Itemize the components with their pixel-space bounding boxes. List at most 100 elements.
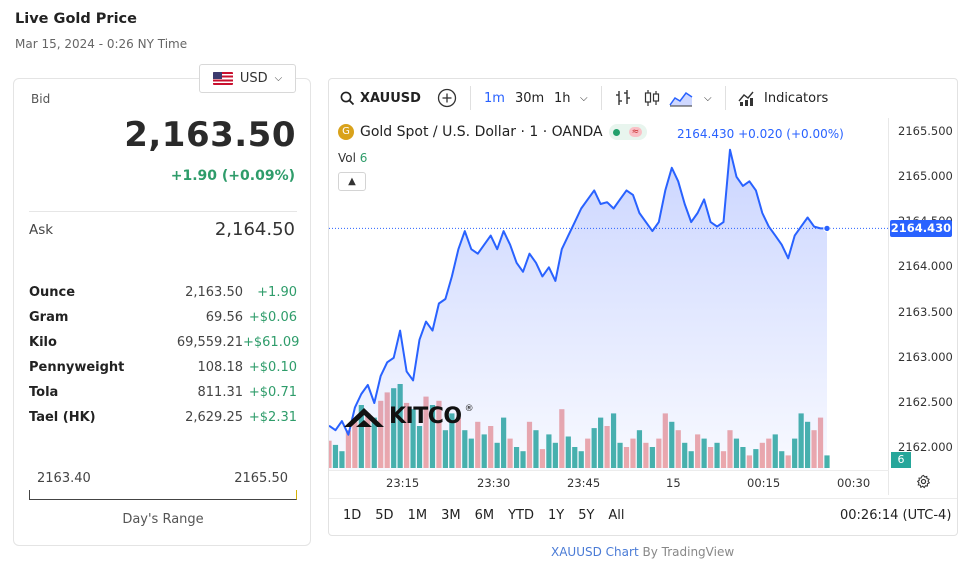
- interval-1h[interactable]: 1h: [554, 90, 571, 106]
- range-selector: 1D 5D 1M 3M 6M YTD 1Y 5Y All: [343, 508, 625, 523]
- time-tick-label: 00:30: [837, 476, 871, 490]
- price-tick-label: 2165.000: [898, 168, 953, 183]
- unit-name: Ounce: [29, 285, 76, 300]
- chart-widget: [328, 78, 958, 536]
- unit-row: Tola 811.31 +$0.71: [29, 385, 297, 405]
- unit-price: 2,163.50: [185, 285, 243, 300]
- chart-link[interactable]: XAUUSD Chart: [551, 545, 639, 559]
- unit-price: 69.56: [205, 310, 243, 325]
- page-title: Live Gold Price: [15, 11, 137, 27]
- ask-price: 2,164.50: [214, 219, 295, 240]
- market-open-dot-icon: [612, 128, 620, 136]
- compare-button[interactable]: [437, 86, 457, 110]
- interval-dropdown[interactable]: ⌵: [580, 86, 588, 110]
- volume-legend: Vol 6: [338, 151, 367, 165]
- range-5d[interactable]: 5D: [375, 508, 394, 523]
- tradingview-credit[interactable]: XAUUSD Chart By TradingView: [551, 545, 734, 559]
- bid-change: +1.90 (+0.09%): [170, 168, 295, 184]
- market-status-pill[interactable]: ≈: [608, 124, 647, 140]
- collapse-legend-button[interactable]: ▲: [338, 172, 366, 191]
- price-area-fill: [329, 149, 827, 470]
- day-range-bar: [29, 490, 297, 500]
- range-3m[interactable]: 3M: [441, 508, 461, 523]
- toolbar-divider: [725, 86, 726, 110]
- time-tick-label: 23:15: [386, 476, 420, 490]
- unit-change: +$61.09: [243, 335, 300, 350]
- unit-price: 108.18: [197, 360, 244, 375]
- unit-change: +$0.06: [248, 310, 297, 325]
- unit-change: +$0.10: [248, 360, 297, 375]
- range-ytd[interactable]: YTD: [508, 508, 534, 523]
- volume-value: 6: [359, 151, 368, 165]
- day-range-label: Day's Range: [122, 512, 204, 527]
- ask-label: Ask: [29, 222, 54, 238]
- area-style-button[interactable]: [669, 86, 693, 110]
- plus-circle-icon: [437, 88, 457, 108]
- unit-row: Ounce 2,163.50 +1.90: [29, 285, 297, 305]
- quote-card: [13, 78, 311, 546]
- unit-price: 811.31: [197, 385, 244, 400]
- registered-mark: ®: [464, 404, 474, 414]
- currency-select[interactable]: USD ⌵: [199, 64, 296, 93]
- unit-name: Kilo: [29, 335, 57, 350]
- symbol-label: XAUUSD: [360, 90, 421, 106]
- range-1d[interactable]: 1D: [343, 508, 362, 523]
- price-tick-label: 2163.000: [898, 349, 953, 364]
- ohlc-readout: 2164.430 +0.020 (+0.00%): [677, 127, 844, 141]
- last-volume-tag: 6: [891, 452, 911, 468]
- unit-row: Pennyweight 108.18 +$0.10: [29, 360, 297, 380]
- candle-style-button[interactable]: [643, 86, 661, 110]
- bid-price: 2,163.50: [124, 115, 296, 155]
- indicators-icon: [738, 91, 754, 106]
- price-tick-label: 2163.500: [898, 304, 953, 319]
- kitco-wordmark: KITCO: [389, 404, 462, 429]
- range-6m[interactable]: 6M: [474, 508, 495, 523]
- chart-legend: G Gold Spot / U.S. Dollar · 1 · OANDA ≈: [338, 124, 647, 140]
- gear-icon[interactable]: [916, 474, 931, 489]
- unit-price: 69,559.21: [176, 335, 243, 350]
- range-all[interactable]: All: [608, 508, 625, 523]
- toolbar-divider: [470, 86, 471, 110]
- indicators-button[interactable]: Indicators: [738, 86, 828, 110]
- unit-name: Gram: [29, 310, 69, 325]
- chart-clock[interactable]: 00:26:14 (UTC-4): [840, 508, 952, 523]
- delayed-data-icon: ≈: [628, 127, 643, 137]
- day-range-high: 2165.50: [234, 471, 288, 486]
- price-axis-border: [888, 118, 889, 495]
- candles-icon: [644, 90, 660, 106]
- currency-value: USD: [239, 71, 268, 86]
- indicators-label: Indicators: [764, 90, 829, 106]
- volume-label: Vol: [338, 151, 356, 165]
- time-tick-label: 15: [666, 476, 681, 490]
- chevron-down-icon: ⌵: [274, 73, 283, 84]
- page-timestamp: Mar 15, 2024 - 0:26 NY Time: [15, 37, 188, 51]
- kitco-logo-icon: [344, 407, 384, 427]
- chevron-down-icon: ⌵: [580, 92, 588, 104]
- price-chart[interactable]: [329, 118, 889, 470]
- time-axis-line: [329, 470, 889, 471]
- interval-1m[interactable]: 1m: [484, 90, 505, 106]
- price-tick-label: 2164.000: [898, 259, 953, 274]
- time-tick-label: 23:30: [477, 476, 511, 490]
- unit-name: Tola: [29, 385, 59, 400]
- interval-30m[interactable]: 30m: [515, 90, 545, 106]
- range-5y[interactable]: 5Y: [578, 508, 595, 523]
- divider: [29, 211, 297, 212]
- symbol-search[interactable]: XAUUSD: [340, 86, 421, 110]
- gold-coin-icon: G: [338, 124, 354, 140]
- area-chart-icon: [669, 91, 693, 107]
- bars-icon: [616, 90, 630, 105]
- price-tick-label: 2162.000: [898, 440, 953, 455]
- bar-style-button[interactable]: [614, 86, 632, 110]
- price-tick-label: 2165.500: [898, 123, 953, 138]
- last-price-dot: [823, 224, 831, 233]
- kitco-watermark: KITCO ®: [342, 404, 474, 429]
- chart-type-dropdown[interactable]: ⌵: [704, 86, 712, 110]
- divider: [329, 498, 957, 499]
- time-tick-label: 23:45: [567, 476, 601, 490]
- range-1y[interactable]: 1Y: [547, 508, 565, 523]
- last-price-tag: 2164.430: [890, 220, 952, 237]
- range-1m[interactable]: 1M: [407, 508, 428, 523]
- bid-label: Bid: [31, 92, 51, 106]
- credit-by: By TradingView: [642, 545, 735, 559]
